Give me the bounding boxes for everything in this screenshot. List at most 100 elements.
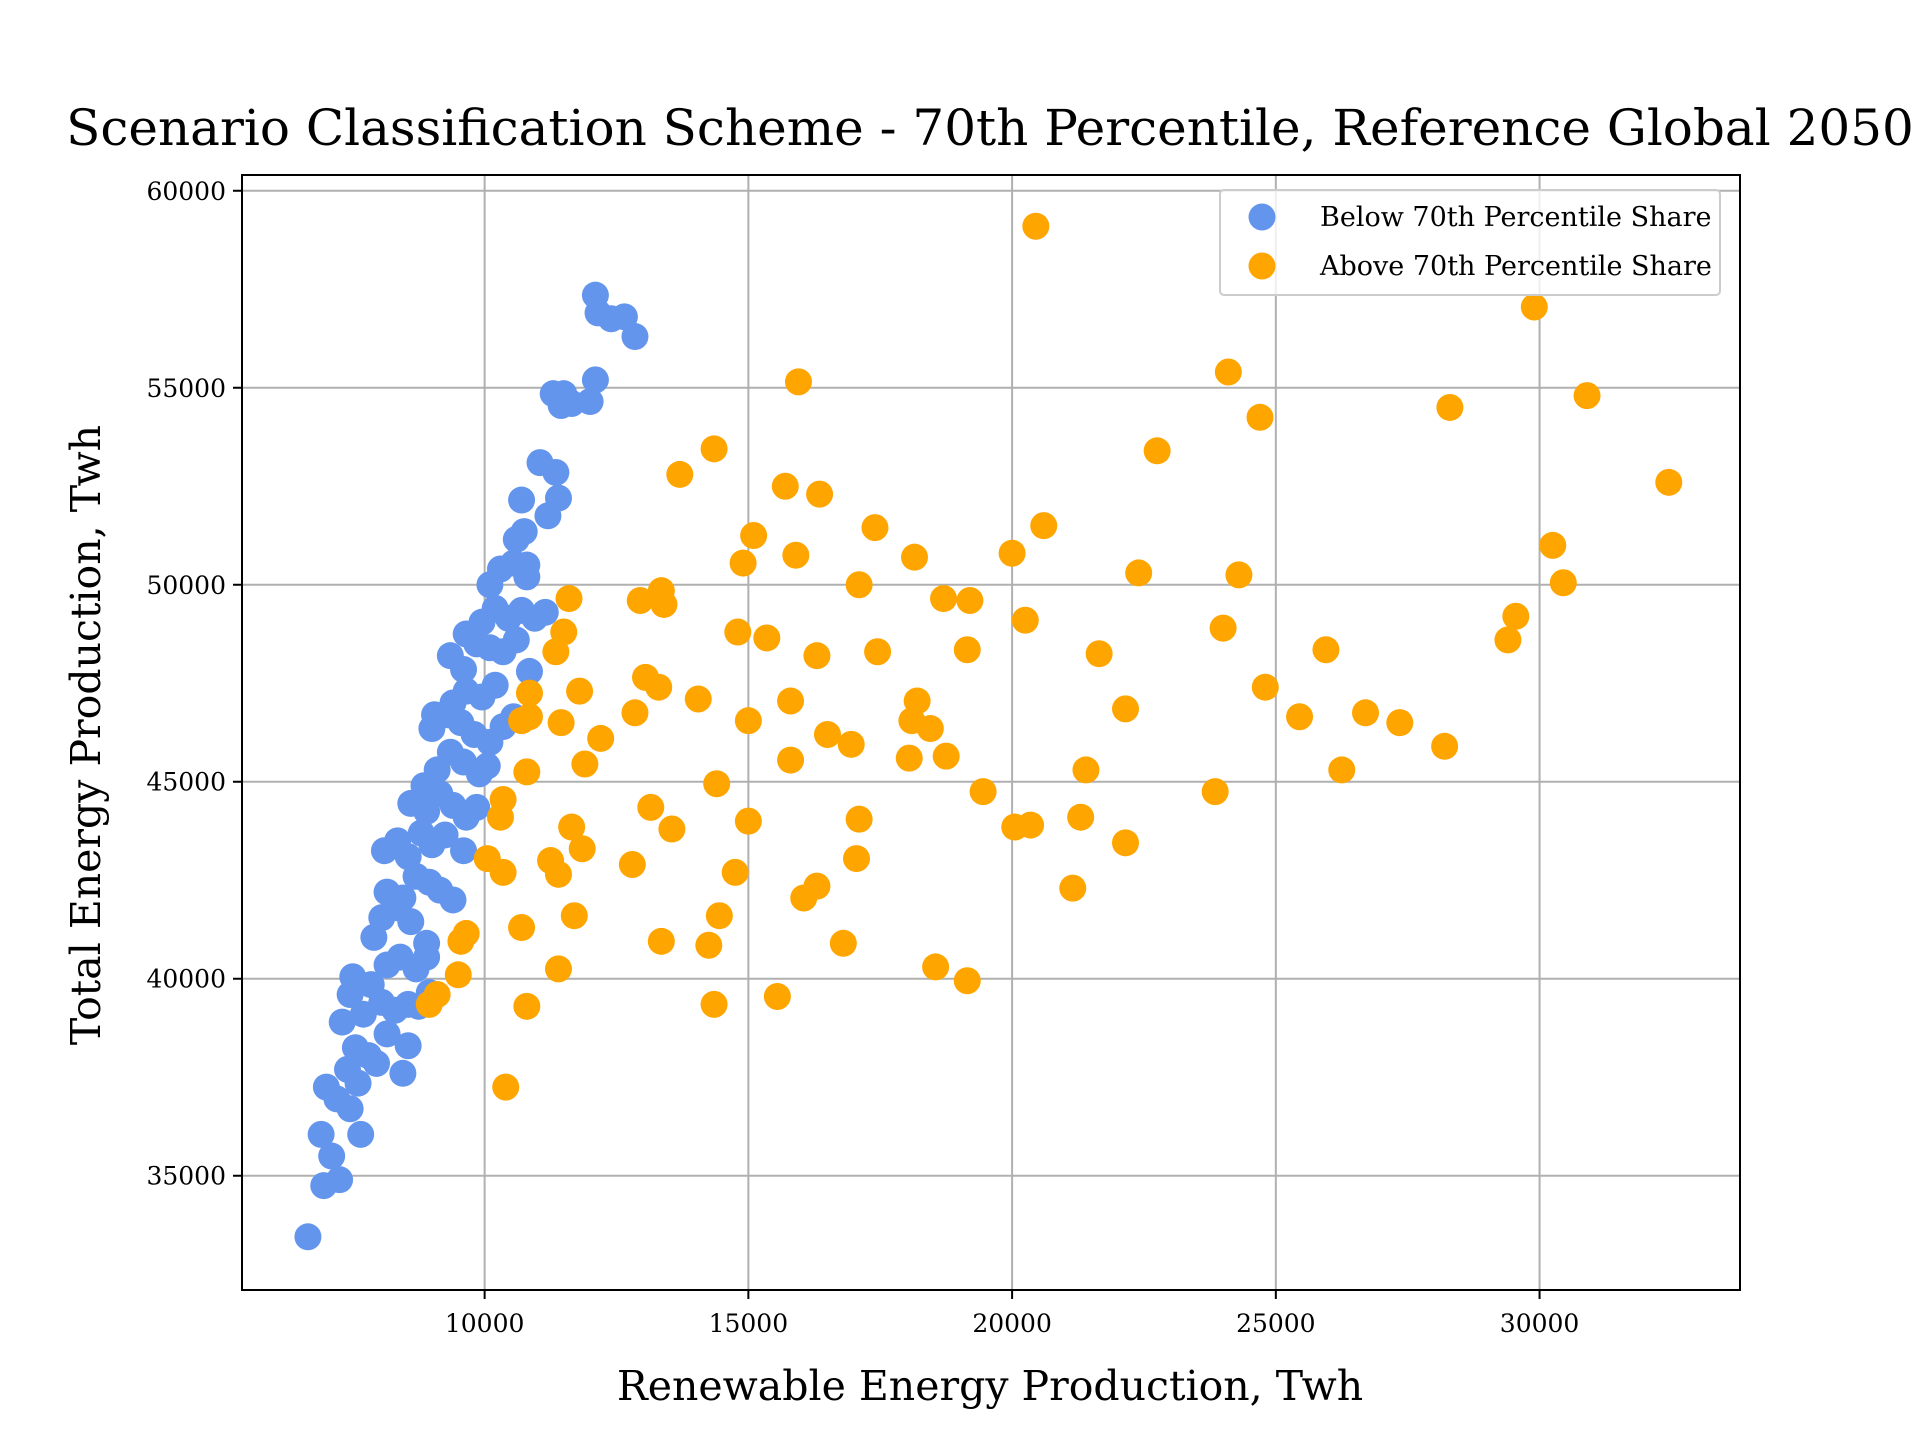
data-point [695, 931, 723, 959]
data-point [515, 679, 543, 707]
data-point [1251, 673, 1279, 701]
data-point [318, 1142, 346, 1170]
data-point [515, 703, 543, 731]
data-point [1011, 606, 1039, 634]
data-point [307, 1120, 335, 1148]
data-point [1494, 626, 1522, 654]
data-point [1352, 699, 1379, 727]
data-point [542, 458, 570, 486]
data-point [531, 598, 559, 626]
data-point [956, 587, 984, 615]
data-point [845, 571, 873, 599]
data-point [932, 742, 960, 770]
y-tick-label: 50000 [146, 571, 226, 600]
data-point [700, 990, 728, 1018]
data-point [1539, 531, 1567, 559]
data-point [621, 699, 649, 727]
data-point [734, 707, 762, 735]
data-point [864, 638, 892, 666]
data-point [397, 908, 425, 936]
data-point [777, 687, 805, 715]
data-point [566, 677, 594, 705]
legend-marker [1248, 252, 1276, 280]
data-point [1072, 756, 1100, 784]
data-point [837, 730, 865, 758]
data-point [901, 543, 929, 571]
data-point [513, 758, 541, 786]
data-point [568, 835, 596, 863]
data-point [998, 539, 1026, 567]
x-axis-ticks: 10000 15000 20000 25000 30000 [445, 1290, 1579, 1338]
data-point [452, 919, 480, 947]
x-tick-label: 20000 [972, 1309, 1052, 1338]
data-point [705, 902, 733, 930]
data-point [1214, 358, 1242, 386]
data-point [782, 541, 810, 569]
data-point [1030, 512, 1058, 540]
data-point [515, 657, 543, 685]
data-point [1059, 874, 1087, 902]
legend-label: Above 70th Percentile Share [1319, 251, 1712, 282]
data-point [684, 685, 712, 713]
data-point [547, 709, 575, 737]
data-point [492, 1073, 520, 1101]
data-point [294, 1223, 322, 1251]
data-point [450, 655, 478, 683]
data-point [336, 1095, 364, 1123]
data-point [326, 1166, 354, 1194]
data-point [347, 1120, 375, 1148]
data-point [969, 778, 997, 806]
data-point [328, 1008, 356, 1036]
data-point [703, 770, 731, 798]
data-point [845, 805, 873, 833]
data-point [489, 858, 517, 886]
data-point [829, 929, 857, 957]
legend-box [1219, 189, 1721, 296]
data-point [666, 460, 694, 488]
data-point [930, 585, 958, 613]
data-point [389, 1059, 417, 1087]
data-point [1246, 403, 1274, 431]
data-point [1017, 811, 1045, 839]
data-point [1436, 393, 1464, 421]
data-point [413, 929, 441, 957]
data-point [1502, 602, 1530, 630]
data-point [439, 886, 467, 914]
x-tick-label: 25000 [1236, 1309, 1316, 1338]
y-tick-label: 45000 [146, 768, 226, 797]
data-point [637, 793, 665, 821]
data-point [803, 872, 831, 900]
x-axis-label: Renewable Energy Production, Twh [617, 1362, 1363, 1410]
data-point [700, 435, 728, 463]
data-point [861, 514, 889, 542]
grid-lines [242, 175, 1740, 1290]
data-point [1209, 614, 1237, 642]
data-point [373, 1020, 401, 1048]
data-point [734, 807, 762, 835]
data-point [550, 618, 578, 646]
data-point [363, 1049, 391, 1077]
data-point [771, 472, 799, 500]
data-point [1328, 756, 1356, 784]
data-point [922, 953, 950, 981]
data-point [806, 480, 834, 508]
data-point [1225, 561, 1253, 589]
series-2 [415, 212, 1683, 1101]
data-point [650, 590, 678, 618]
data-point [1520, 293, 1548, 321]
data-point [502, 626, 530, 654]
data-point [581, 366, 609, 394]
x-tick-label: 15000 [709, 1309, 789, 1338]
y-tick-label: 40000 [146, 965, 226, 994]
data-point [1386, 709, 1414, 737]
data-point [753, 624, 781, 652]
data-point [1143, 437, 1171, 465]
data-point [618, 850, 646, 878]
data-point [508, 914, 536, 942]
data-point [724, 618, 752, 646]
data-point [1549, 569, 1577, 597]
data-point [555, 585, 583, 613]
data-point [544, 955, 572, 983]
data-point [813, 720, 841, 748]
